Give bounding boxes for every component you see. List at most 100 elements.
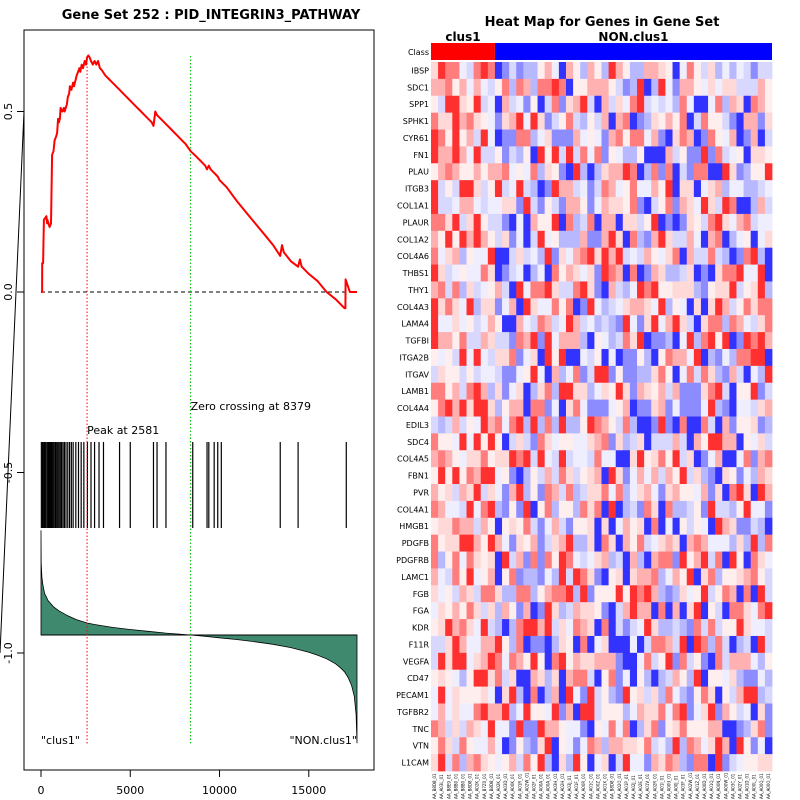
heatmap-cell bbox=[601, 720, 609, 738]
heatmap-cell bbox=[665, 467, 673, 485]
heatmap-cell bbox=[494, 213, 503, 232]
heatmap-cell bbox=[672, 585, 681, 603]
heatmap-cell bbox=[629, 146, 638, 164]
heatmap-cell bbox=[431, 669, 439, 687]
heatmap-cell bbox=[473, 686, 482, 704]
heatmap-cell bbox=[438, 737, 446, 755]
heatmap-cell bbox=[644, 602, 652, 620]
heatmap-cell bbox=[565, 78, 574, 97]
heatmap-cell bbox=[438, 129, 446, 147]
heatmap-cell bbox=[480, 332, 489, 350]
heatmap-cell bbox=[743, 230, 752, 249]
heatmap-cell bbox=[665, 517, 673, 536]
heatmap-cell bbox=[516, 264, 524, 282]
heatmap-cell bbox=[473, 720, 482, 738]
heatmap-cell bbox=[594, 484, 602, 502]
heatmap-cell bbox=[459, 585, 467, 603]
heatmap-cell bbox=[473, 315, 482, 333]
heatmap-cell bbox=[757, 737, 766, 755]
heatmap-cell bbox=[615, 703, 624, 721]
heatmap-cell bbox=[573, 365, 581, 384]
heatmap-cell bbox=[565, 348, 574, 367]
heatmap-cell bbox=[608, 247, 617, 265]
heatmap-cell bbox=[693, 568, 702, 586]
heatmap-cell bbox=[594, 686, 602, 704]
heatmap-cell bbox=[530, 281, 538, 299]
heatmap-cell bbox=[679, 197, 688, 215]
heatmap-cell bbox=[558, 298, 567, 316]
heatmap-cell bbox=[558, 247, 567, 265]
heatmap-cell bbox=[452, 298, 460, 316]
heatmap-cell bbox=[551, 484, 560, 502]
heatmap-cell bbox=[686, 264, 695, 282]
heatmap-cell bbox=[693, 551, 702, 569]
heatmap-cell bbox=[565, 737, 574, 755]
heatmap-cell bbox=[452, 281, 460, 299]
heatmap-cell bbox=[622, 163, 631, 181]
heatmap-cell bbox=[764, 180, 773, 198]
heatmap-cell bbox=[715, 180, 723, 198]
heatmap-cell bbox=[487, 213, 496, 232]
heatmap-cell bbox=[715, 720, 723, 738]
heatmap-cell bbox=[722, 298, 730, 316]
heatmap-cell bbox=[530, 619, 538, 637]
heatmap-cell bbox=[729, 720, 737, 738]
heatmap-cell bbox=[601, 281, 609, 299]
heatmap-cell bbox=[537, 230, 546, 249]
heatmap-cell bbox=[494, 737, 503, 755]
heatmap-cell bbox=[629, 180, 638, 198]
heatmap-cell bbox=[637, 585, 645, 603]
heatmap-cell bbox=[473, 112, 482, 130]
heatmap-cell bbox=[580, 163, 588, 181]
heatmap-cell bbox=[651, 416, 659, 434]
heatmap-cell bbox=[452, 416, 460, 434]
sample-label: AA_A02E_01 bbox=[638, 774, 643, 799]
heatmap-cell bbox=[494, 112, 503, 130]
heatmap-cell bbox=[757, 416, 766, 434]
heatmap-cell bbox=[722, 146, 730, 164]
heatmap-cell bbox=[637, 450, 645, 468]
heatmap-cell bbox=[487, 551, 496, 569]
heatmap-cell bbox=[431, 585, 439, 603]
heatmap-cell bbox=[715, 62, 723, 80]
heatmap-cell bbox=[565, 635, 574, 654]
heatmap-cell bbox=[693, 517, 702, 536]
heatmap-cell bbox=[530, 264, 538, 282]
heatmap-cell bbox=[729, 197, 737, 215]
heatmap-cell bbox=[608, 619, 617, 637]
heatmap-cell bbox=[601, 382, 609, 401]
heatmap-cell bbox=[729, 78, 737, 97]
heatmap-cell bbox=[558, 669, 567, 687]
heatmap-cell bbox=[722, 62, 730, 80]
heatmap-cell bbox=[757, 585, 766, 603]
heatmap-cell bbox=[679, 568, 688, 586]
heatmap-cell bbox=[431, 534, 439, 552]
heatmap-cell bbox=[565, 686, 574, 704]
heatmap-cell bbox=[445, 720, 453, 738]
heatmap-cell bbox=[530, 517, 538, 536]
heatmap-cell bbox=[686, 382, 695, 401]
heatmap-cell bbox=[445, 230, 453, 249]
heatmap-cell bbox=[431, 754, 439, 772]
heatmap-cell bbox=[637, 382, 645, 401]
heatmap-cell bbox=[622, 652, 631, 671]
heatmap-cell bbox=[644, 534, 652, 552]
heatmap-cell bbox=[708, 112, 716, 130]
heatmap-cell bbox=[523, 467, 531, 485]
heatmap-cell bbox=[679, 602, 688, 620]
heatmap-cell bbox=[452, 635, 460, 654]
heatmap-cell bbox=[693, 754, 702, 772]
heatmap-cell bbox=[729, 62, 737, 80]
heatmap-cell bbox=[750, 382, 759, 401]
heatmap-cell bbox=[722, 534, 730, 552]
heatmap-cell bbox=[587, 450, 595, 468]
heatmap-cell bbox=[708, 500, 716, 519]
heatmap-cell bbox=[764, 399, 773, 417]
heatmap-cell bbox=[622, 180, 631, 198]
heatmap-cell bbox=[658, 180, 666, 198]
sample-label: AA_A00U_01 bbox=[667, 773, 672, 799]
heatmap-cell bbox=[629, 264, 638, 282]
heatmap-cell bbox=[644, 146, 652, 164]
heatmap-cell bbox=[750, 416, 759, 434]
heatmap-cell bbox=[502, 348, 510, 367]
